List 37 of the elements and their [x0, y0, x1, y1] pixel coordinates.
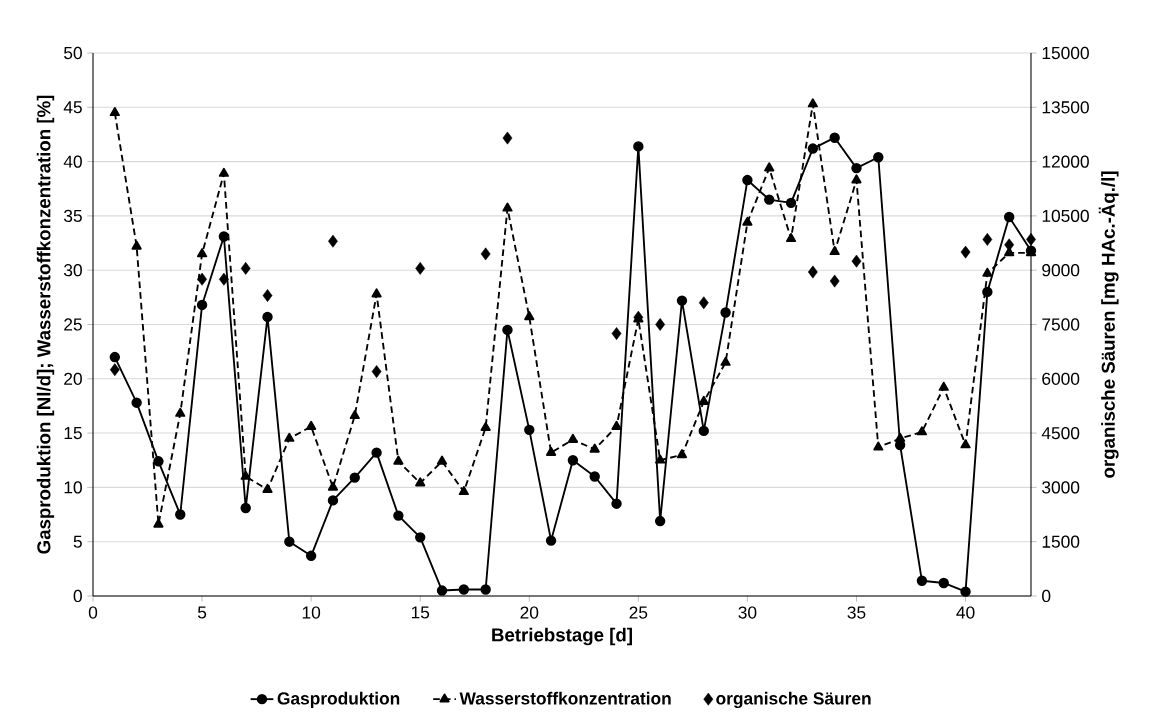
legend-label: Wasserstoffkonzentration [459, 691, 671, 705]
y-tick-label: 45 [63, 101, 82, 114]
x-tick-label: 25 [629, 606, 648, 619]
legend-label: organische Säuren [716, 691, 871, 709]
y-tick-label: 30 [64, 264, 82, 277]
y2-axis-title: organische Säuren [mg HAc.-Äq./l] [1098, 171, 1119, 478]
x-tick-label: 40 [956, 606, 975, 619]
x-tick-label: 0 [88, 606, 98, 619]
y-tick-label: 0 [73, 589, 82, 603]
y-tick-label: 50 [64, 46, 82, 60]
x-tick-label: 30 [738, 606, 757, 619]
y-tick-label: 10 [64, 481, 82, 494]
y2-tick-label: 7500 [1042, 318, 1080, 331]
y2-tick-label: 4500 [1041, 426, 1080, 440]
y-tick-label: 5 [73, 535, 82, 548]
y-tick-label: 35 [64, 209, 82, 223]
x-tick-label: 15 [411, 606, 430, 619]
y-tick-label: 20 [64, 372, 82, 385]
y2-tick-label: 6000 [1042, 372, 1080, 385]
y2-tick-label: 1500 [1042, 535, 1080, 548]
x-tick-label: 20 [520, 606, 539, 619]
legend-label: Gasproduktion [277, 691, 400, 709]
y-tick-label: 25 [64, 318, 82, 331]
x-axis-title: Betriebstage [d] [492, 627, 632, 646]
y2-tick-label: 15000 [1042, 46, 1089, 60]
y2-tick-label: 10500 [1042, 209, 1089, 223]
x-tick-label: 35 [847, 606, 866, 619]
x-tick-label: 5 [197, 606, 207, 619]
x-tick-label: 10 [302, 606, 321, 619]
y2-tick-label: 13500 [1042, 101, 1089, 114]
y2-tick-label: 3000 [1042, 481, 1080, 494]
y2-tick-label: 12000 [1042, 155, 1089, 168]
y-tick-label: 15 [64, 427, 82, 440]
y-axis-title: Gasproduktion [Nl/d]; Wasserstoffkonzentration [%] [36, 95, 55, 554]
y-tick-label: 40 [63, 155, 82, 168]
y2-tick-label: 0 [1042, 589, 1051, 603]
y2-tick-label: 9000 [1042, 264, 1080, 277]
